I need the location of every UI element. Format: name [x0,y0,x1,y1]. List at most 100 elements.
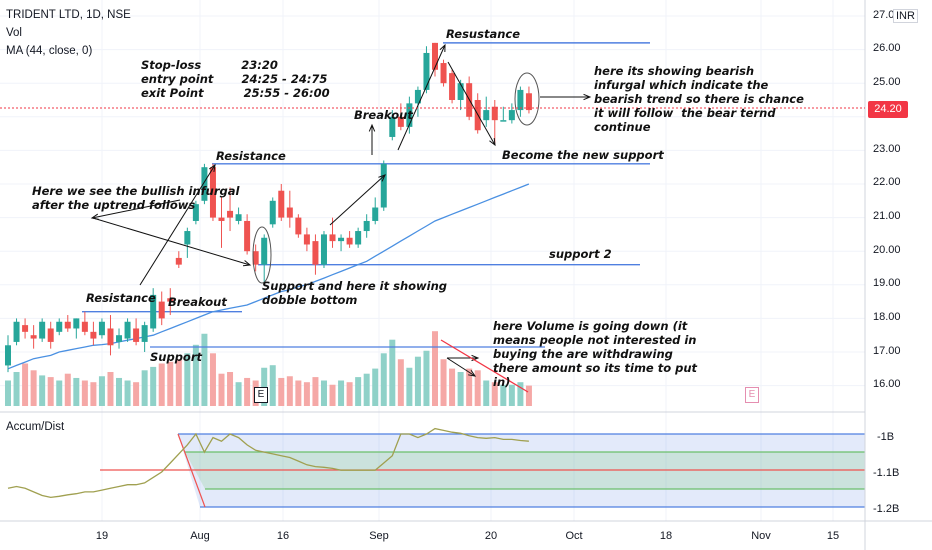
drawing-arrow [468,369,477,377]
volume-bar [192,344,199,406]
time-label: Oct [565,530,583,542]
candle [39,321,46,339]
annotation-stoploss: Stop-loss 23:20 [141,58,278,72]
drawing-arrow [583,93,592,101]
candle [47,328,54,342]
volume-bar [363,373,370,406]
drawing-arrow [139,164,216,286]
ma-label: MA (44, close, 0) [6,45,93,57]
candle [56,321,63,332]
volume-bar [269,365,276,406]
price-label: 16.00 [873,378,901,390]
candle [355,231,362,245]
ma-line [7,183,530,370]
drawing-arrow [447,61,496,146]
price-label: 22.00 [873,176,901,188]
price-label: 19.00 [873,277,901,289]
candle [167,298,174,302]
drawing-arrow [91,199,181,219]
volume-bar [90,382,97,406]
drawing-arrow [329,174,386,226]
time-label: Nov [751,530,771,542]
candle [500,120,507,122]
volume-bar [13,372,20,406]
annotation-resistance-left: Resistance [86,291,156,305]
volume-bar [47,377,54,406]
annotation-resustance: Resustance [446,27,521,41]
candle [107,328,114,346]
volume-bar [500,384,507,406]
candle [124,321,131,339]
volume-bar [423,350,430,406]
volume-bar [312,377,319,406]
candle [303,234,310,245]
volume-bar [133,382,140,406]
volume-bar [491,382,498,406]
candle [73,318,80,329]
accum-label: Accum/Dist [6,421,65,433]
volume-bar [295,380,302,406]
time-label: 16 [276,530,290,542]
price-label: 23.00 [873,143,901,155]
time-label: Sep [369,530,389,542]
volume-bar [303,382,310,406]
earnings-badge[interactable]: E [254,387,268,403]
candle [235,214,242,221]
candle [380,163,387,208]
volume-bar [372,368,379,406]
volume-bar [525,385,532,406]
volume-bar [449,368,456,406]
volume-bar [389,339,396,406]
candle [261,237,268,265]
drawing-arrow [397,44,446,151]
annotation-bullish: Here we see the bullish infurgal after t… [32,184,240,212]
time-label: 18 [659,530,673,542]
volume-bar [414,356,421,406]
volume-bar [150,366,157,406]
volume-bar [227,372,234,406]
volume-bar [116,377,123,406]
accum-line-diag [177,433,206,508]
drawings [90,43,592,393]
price-label: 17.00 [873,345,901,357]
volume-bar [141,370,148,406]
price-label: 20.00 [873,244,901,256]
annotation-support-left: Support [150,350,203,364]
candle [346,237,353,245]
candle [175,257,182,265]
accum-axis-label: -1.1B [873,467,900,479]
volume-bar [346,382,353,406]
candle [269,200,276,225]
volume-bar [64,373,71,406]
price-label: 18.00 [873,311,901,323]
volume-bar [107,372,114,406]
volume-bar [466,368,473,406]
candle [252,251,259,265]
candle [133,328,140,342]
volume-bar [167,361,174,406]
candle [432,42,438,70]
candle [491,106,498,121]
volume-bar [355,377,362,406]
volume-bar [457,372,464,406]
candle [81,321,88,332]
earnings-badge[interactable]: E [745,387,759,403]
volume-bar [218,373,225,406]
candle [141,325,148,342]
time-label: Aug [190,530,210,542]
volume-bar [235,382,242,406]
vol-label: Vol [6,27,22,39]
time-label: 15 [826,530,840,542]
accum-dist-line [7,427,529,499]
annotation-volume: here Volume is going down (it means peop… [493,319,698,389]
price-label: 21.00 [873,210,901,222]
candle [116,335,123,342]
candle [295,217,302,235]
candle [449,73,456,100]
volume-bar [22,363,29,406]
volume-bar [56,380,63,406]
price-label: 26.00 [873,42,901,54]
volume-bar [124,380,131,406]
volume-bar [73,377,80,406]
